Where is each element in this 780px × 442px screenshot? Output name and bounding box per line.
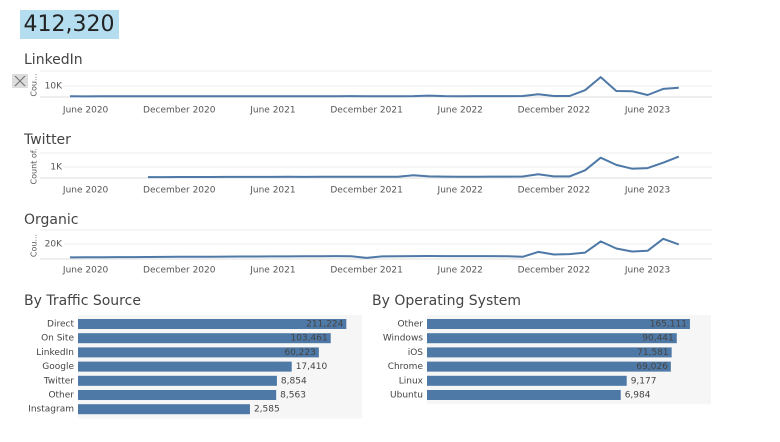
bar <box>78 375 277 386</box>
bar <box>78 333 331 344</box>
x-tick-label: June 2022 <box>437 266 483 276</box>
category-label: Twitter <box>43 376 74 386</box>
x-tick-label: June 2023 <box>624 266 670 276</box>
bar <box>427 347 672 358</box>
line <box>69 237 680 259</box>
x-tick-label: December 2021 <box>330 186 402 196</box>
kpi-box <box>20 10 119 39</box>
category-label: On Site <box>41 334 74 344</box>
x-tick-label: December 2021 <box>330 266 402 276</box>
value-label: 2,585 <box>254 405 280 415</box>
bar <box>427 333 677 344</box>
bar <box>427 361 671 372</box>
value-label: 6,984 <box>625 391 651 401</box>
chart-title: Organic <box>24 212 78 228</box>
x-tick-label: June 2021 <box>249 186 295 196</box>
x-tick-label: June 2020 <box>62 186 109 196</box>
close-icon-x[interactable] <box>14 75 26 87</box>
bar <box>78 390 277 400</box>
bar <box>427 319 690 329</box>
x-tick-label: December 2022 <box>518 186 590 196</box>
category-label: Instagram <box>28 405 74 415</box>
category-label: Other <box>397 320 423 330</box>
x-tick-label: June 2021 <box>249 266 295 276</box>
category-label: Other <box>48 391 74 401</box>
x-tick-label: June 2021 <box>249 106 295 116</box>
category-label: Google <box>42 362 74 372</box>
chart-title: LinkedIn <box>24 52 83 68</box>
x-tick-label: December 2022 <box>518 266 590 276</box>
value-label: 60,223 <box>284 348 316 358</box>
y-axis-label: Count of. <box>30 149 39 185</box>
x-tick-label: June 2022 <box>437 186 483 196</box>
x-tick-label: December 2020 <box>143 266 216 276</box>
line <box>69 76 679 98</box>
bar <box>427 375 627 386</box>
x-tick-label: December 2020 <box>143 186 216 196</box>
chart-title: By Traffic Source <box>24 293 141 309</box>
bar <box>427 390 621 400</box>
value-label: 8,563 <box>280 391 306 401</box>
value-label: 69,026 <box>636 362 668 372</box>
x-tick-label: June 2023 <box>624 106 670 116</box>
category-label: Linux <box>399 376 424 386</box>
category-label: Direct <box>47 320 74 330</box>
value-label: 165,111 <box>650 320 687 330</box>
x-tick-label: June 2020 <box>62 266 109 276</box>
y-tick-label: 10K <box>45 82 63 92</box>
value-label: 211,224 <box>306 320 343 330</box>
value-label: 9,177 <box>631 376 657 386</box>
category-label: Chrome <box>388 362 424 372</box>
value-label: 71,581 <box>637 348 669 358</box>
y-axis-label: Cou... <box>30 73 39 96</box>
x-tick-label: December 2022 <box>518 106 590 116</box>
x-tick-label: June 2022 <box>437 106 483 116</box>
chart-title: Twitter <box>23 132 71 148</box>
line <box>148 155 680 179</box>
chart-title: By Operating System <box>372 293 521 309</box>
category-label: Windows <box>383 334 423 344</box>
y-tick-label: 1K <box>50 163 63 173</box>
bar <box>78 404 250 415</box>
y-tick-label: 20K <box>45 240 63 250</box>
value-label: 8,854 <box>281 376 307 386</box>
x-tick-label: June 2023 <box>624 186 670 196</box>
category-label: iOS <box>408 348 424 358</box>
x-tick-label: December 2021 <box>330 106 402 116</box>
bar <box>78 361 292 372</box>
x-tick-label: June 2020 <box>62 106 109 116</box>
category-label: Ubuntu <box>390 391 423 401</box>
close-icon[interactable] <box>12 74 28 88</box>
bar <box>78 347 319 358</box>
bar <box>78 319 347 329</box>
value-label: 103,461 <box>290 334 327 344</box>
category-label: LinkedIn <box>36 348 74 358</box>
x-tick-label: December 2020 <box>143 106 216 116</box>
y-axis-label: Cou... <box>30 234 39 257</box>
plot-pane <box>427 315 711 405</box>
kpi-value: 412,320 <box>24 12 115 37</box>
value-label: 90,441 <box>642 334 674 344</box>
value-label: 17,410 <box>296 362 328 372</box>
